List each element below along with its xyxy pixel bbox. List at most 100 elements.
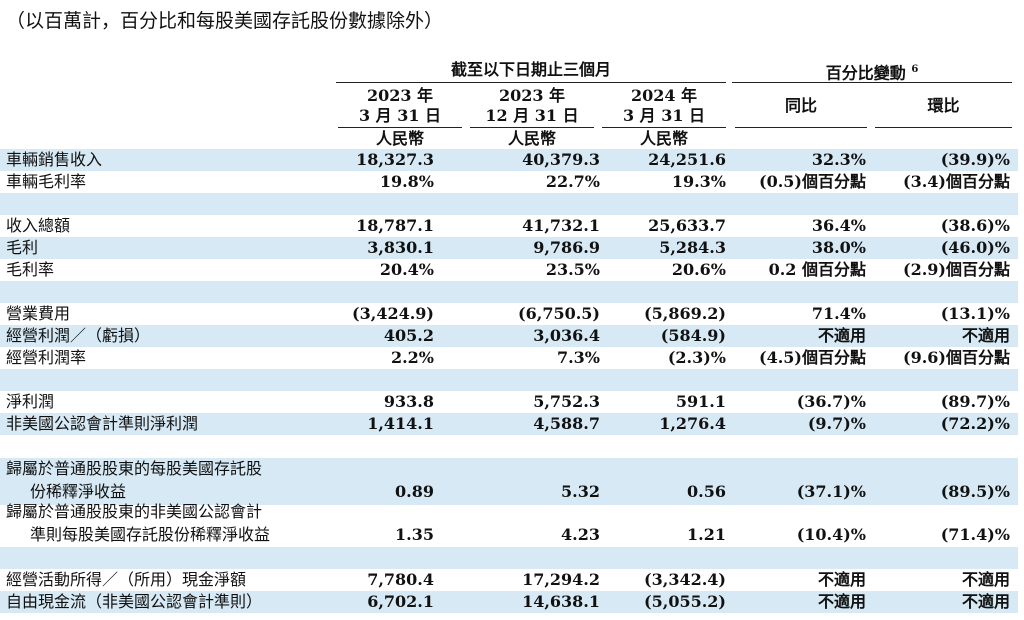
- value-cell: (36.7)%: [796, 392, 866, 411]
- row-label-continued: 準則每股美國存託股份稀釋淨收益: [30, 525, 271, 544]
- value-cell: 1.35: [395, 525, 434, 544]
- col3-currency: 人民幣: [639, 129, 688, 148]
- value-cell: 17,294.2: [522, 570, 600, 589]
- value-cell: 591.1: [675, 392, 726, 411]
- col1-header: 2023 年 3 月 31 日 人民幣: [338, 86, 462, 149]
- row-label: 淨利潤: [6, 392, 55, 411]
- value-cell: (2.3)%: [667, 348, 726, 367]
- yoy-header: 同比: [784, 96, 817, 115]
- row-label: 自由現金流（非美國公認會計準則）: [6, 592, 263, 611]
- table-row: 毛利率 20.4% 23.5% 20.6% 0.2 個百分點 (2.9)個百分點: [0, 259, 1018, 281]
- change-group-header: 百分比變動 6: [732, 60, 1012, 83]
- value-cell: 32.3%: [811, 150, 866, 169]
- value-cell: 40,379.3: [522, 150, 600, 169]
- table-row: 經營活動所得／（所用）現金淨額 7,780.4 17,294.2 (3,342.…: [0, 569, 1018, 591]
- value-cell: 24,251.6: [648, 150, 726, 169]
- table-row: 車輛毛利率 19.8% 22.7% 19.3% (0.5)個百分點 (3.4)個…: [0, 171, 1018, 193]
- value-cell: 不適用: [817, 570, 866, 589]
- value-cell: 25,633.7: [648, 216, 726, 235]
- table-row: 經營利潤率 2.2% 7.3% (2.3)% (4.5)個百分點 (9.6)個百…: [0, 347, 1018, 369]
- value-cell: (584.9): [660, 326, 726, 345]
- col3-year: 2024 年: [630, 86, 698, 105]
- col1-date: 3 月 31 日: [358, 106, 442, 125]
- yoy-rule: [735, 127, 867, 128]
- row-band: [0, 237, 1018, 259]
- value-cell: 5.32: [561, 482, 600, 501]
- value-cell: 41,732.1: [522, 216, 600, 235]
- row-label: 營業費用: [6, 304, 71, 323]
- value-cell: 6,702.1: [367, 592, 434, 611]
- qoq-header: 環比: [927, 96, 960, 115]
- row-label: 車輛毛利率: [6, 172, 87, 191]
- table-row: 非美國公認會計準則淨利潤 1,414.1 4,588.7 1,276.4 (9.…: [0, 413, 1018, 435]
- row-band: [0, 149, 1018, 171]
- col2-rule: [470, 127, 594, 128]
- value-cell: 5,284.3: [659, 238, 726, 257]
- table-row: 毛利 3,830.1 9,786.9 5,284.3 38.0% (46.0)%: [0, 237, 1018, 259]
- value-cell: 405.2: [383, 326, 434, 345]
- row-band: [0, 193, 1018, 215]
- col2-currency: 人民幣: [507, 129, 556, 148]
- value-cell: 933.8: [383, 392, 434, 411]
- value-cell: 7,780.4: [367, 570, 434, 589]
- row-label: 經營活動所得／（所用）現金淨額: [6, 570, 247, 589]
- table-row: 淨利潤 933.8 5,752.3 591.1 (36.7)% (89.7)%: [0, 391, 1018, 413]
- value-cell: 23.5%: [545, 260, 600, 279]
- value-cell: (3,342.4): [644, 570, 726, 589]
- value-cell: (71.4)%: [940, 525, 1010, 544]
- value-cell: (46.0)%: [940, 238, 1010, 257]
- value-cell: 不適用: [817, 592, 866, 611]
- value-cell: 0.56: [687, 482, 726, 501]
- value-cell: 1,276.4: [659, 414, 726, 433]
- value-cell: (13.1)%: [940, 304, 1010, 323]
- table-row: 歸屬於普通股股東的非美國公認會計 準則每股美國存託股份稀釋淨收益 1.35 4.…: [0, 501, 1018, 548]
- value-cell: 0.2 個百分點: [768, 260, 866, 279]
- value-cell: (89.7)%: [940, 392, 1010, 411]
- value-cell: 不適用: [961, 326, 1010, 345]
- row-band: [0, 281, 1018, 303]
- value-cell: (6,750.5): [518, 304, 600, 323]
- row-band: [0, 325, 1018, 347]
- value-cell: 4,588.7: [533, 414, 600, 433]
- value-cell: (37.1)%: [796, 482, 866, 501]
- value-cell: (2.9)個百分點: [903, 260, 1010, 279]
- col3-date: 3 月 31 日: [622, 106, 706, 125]
- value-cell: (0.5)個百分點: [759, 172, 866, 191]
- value-cell: 36.4%: [811, 216, 866, 235]
- value-cell: (5,869.2): [644, 304, 726, 323]
- row-band: [0, 458, 1018, 505]
- value-cell: 9,786.9: [533, 238, 600, 257]
- value-cell: 5,752.3: [533, 392, 600, 411]
- value-cell: 1,414.1: [367, 414, 434, 433]
- value-cell: 4.23: [561, 525, 600, 544]
- value-cell: 20.4%: [379, 260, 434, 279]
- row-band: [0, 547, 1018, 569]
- value-cell: (10.4)%: [796, 525, 866, 544]
- value-cell: 不適用: [961, 570, 1010, 589]
- row-label: 收入總額: [6, 216, 71, 235]
- value-cell: 38.0%: [811, 238, 866, 257]
- row-label: 歸屬於普通股股東的非美國公認會計: [6, 502, 263, 521]
- value-cell: 14,638.1: [522, 592, 600, 611]
- col2-year: 2023 年: [498, 86, 566, 105]
- value-cell: (3.4)個百分點: [903, 172, 1010, 191]
- value-cell: 20.6%: [671, 260, 726, 279]
- value-cell: 71.4%: [811, 304, 866, 323]
- value-cell: (9.7)%: [807, 414, 866, 433]
- change-group-title: 百分比變動: [825, 63, 906, 83]
- row-label: 毛利率: [6, 260, 55, 279]
- table-row: 歸屬於普通股股東的每股美國存託股 份稀釋淨收益 0.89 5.32 0.56 (…: [0, 458, 1018, 505]
- col2-header: 2023 年 12 月 31 日 人民幣: [470, 86, 594, 149]
- row-label-continued: 份稀釋淨收益: [30, 482, 127, 501]
- value-cell: 2.2%: [390, 348, 434, 367]
- value-cell: 7.3%: [556, 348, 600, 367]
- row-label: 經營利潤／（虧損）: [6, 326, 151, 345]
- value-cell: (89.5)%: [940, 482, 1010, 501]
- header-rule-change: [732, 82, 1012, 83]
- value-cell: (4.5)個百分點: [759, 348, 866, 367]
- row-band: [0, 591, 1018, 613]
- value-cell: (9.6)個百分點: [903, 348, 1010, 367]
- value-cell: (38.6)%: [940, 216, 1010, 235]
- value-cell: 0.89: [395, 482, 434, 501]
- value-cell: 19.8%: [379, 172, 434, 191]
